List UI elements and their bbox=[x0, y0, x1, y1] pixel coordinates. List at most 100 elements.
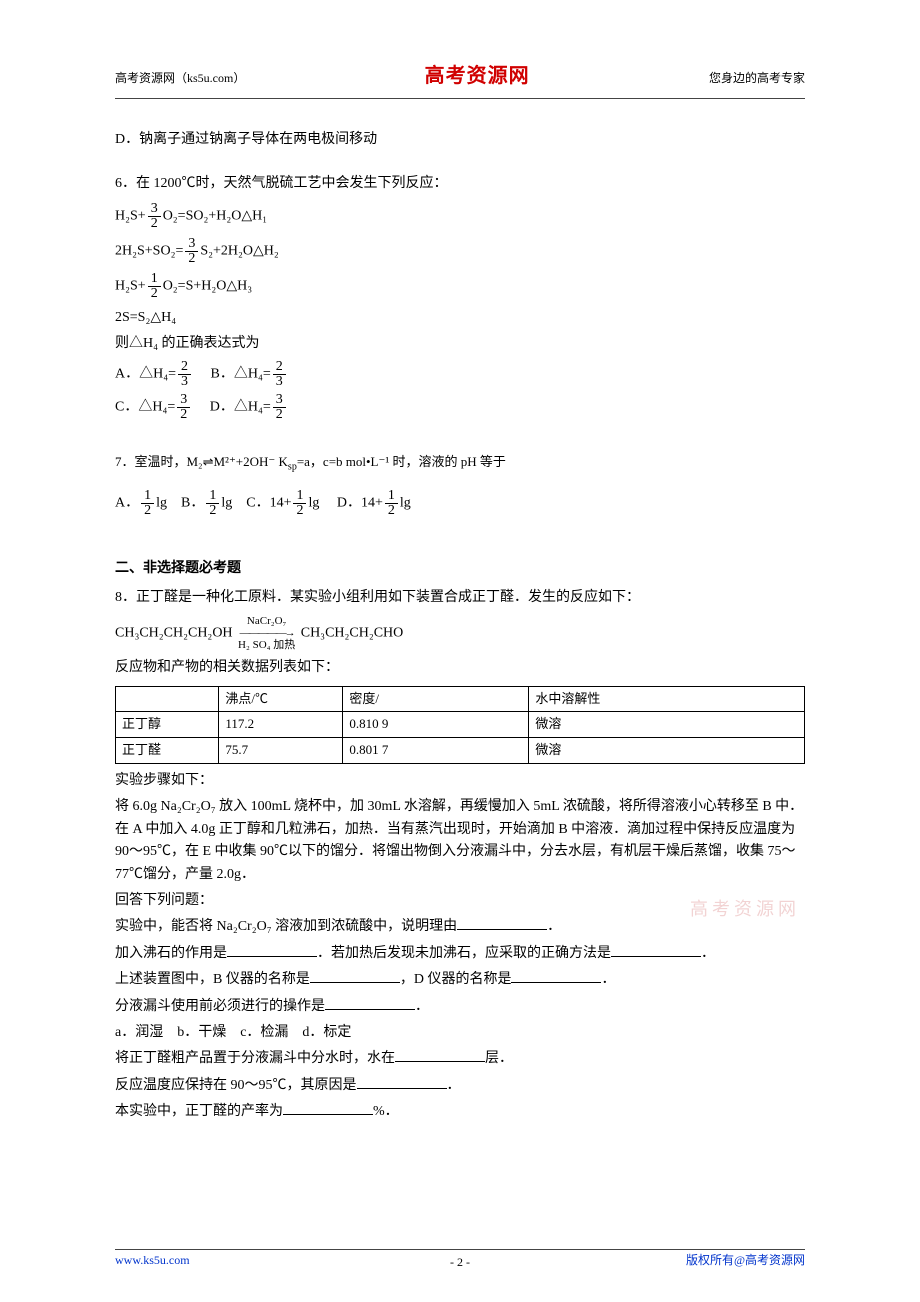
q7-optD-r: lg bbox=[400, 496, 411, 511]
frac-den: 2 bbox=[273, 408, 286, 422]
text: 加入沸石的作用是 bbox=[115, 946, 227, 961]
q7-stem: 7．室温时，M₂⇌M²⁺+2OH⁻ Ksp=a，c=b mol•L⁻¹ 时，溶液… bbox=[115, 452, 805, 476]
table-header-row: 沸点/℃ 密度/ 水中溶解性 bbox=[116, 686, 805, 712]
q8-line3: 上述装置图中，B 仪器的名称是 ，D 仪器的名称是 ． bbox=[115, 969, 805, 991]
td: 0.810 9 bbox=[343, 712, 529, 738]
blank-input[interactable] bbox=[611, 943, 701, 957]
q7-optC-r: lg bbox=[308, 496, 319, 511]
text: ． bbox=[601, 972, 615, 987]
fraction: 32 bbox=[177, 393, 190, 422]
blank-input[interactable] bbox=[325, 996, 415, 1010]
q6-optD-label: D．△H₄= bbox=[210, 399, 271, 414]
q6-eq3-left: H₂S+ bbox=[115, 279, 146, 294]
q8-steps-paragraph: 将 6.0g Na₂Cr₂O₇ 放入 100mL 烧杯中，加 30mL 水溶解，… bbox=[115, 796, 805, 886]
q6-optC-label: C．△H₄= bbox=[115, 399, 175, 414]
frac-den: 2 bbox=[148, 287, 161, 301]
frac-den: 2 bbox=[206, 504, 219, 518]
blank-input[interactable] bbox=[357, 1075, 447, 1089]
header-left: 高考资源网（ks5u.com） bbox=[115, 69, 245, 88]
text: 层． bbox=[485, 1051, 513, 1066]
th-density: 密度/ bbox=[343, 686, 529, 712]
frac-den: 2 bbox=[148, 217, 161, 231]
frac-num: 1 bbox=[141, 489, 154, 504]
frac-den: 2 bbox=[293, 504, 306, 518]
q6-ask: 则△H₄ 的正确表达式为 bbox=[115, 333, 805, 355]
blank-input[interactable] bbox=[310, 969, 400, 983]
q7-options: A．12lg B．12lg C．14+12lg D．14+12lg bbox=[115, 489, 805, 518]
page-number: - 2 - bbox=[450, 1253, 470, 1272]
q8-table-caption: 反应物和产物的相关数据列表如下： bbox=[115, 657, 805, 679]
fraction: 23 bbox=[178, 360, 191, 389]
frac-den: 2 bbox=[185, 252, 198, 266]
footer-copyright: 版权所有@高考资源网 bbox=[686, 1251, 805, 1270]
q8-answer-title: 回答下列问题： bbox=[115, 890, 805, 912]
rxn-left: CH₃CH₂CH₂CH₂OH bbox=[115, 625, 233, 640]
text: 反应温度应保持在 90～95℃，其原因是 bbox=[115, 1078, 357, 1093]
td: 75.7 bbox=[219, 738, 343, 764]
text: 本实验中，正丁醛的产率为 bbox=[115, 1104, 283, 1119]
frac-den: 3 bbox=[273, 375, 286, 389]
frac-num: 1 bbox=[293, 489, 306, 504]
q6-eq2-right: S₂+2H₂O△H₂ bbox=[200, 244, 278, 259]
fraction: 12 bbox=[385, 489, 398, 518]
q8-line5-options: a．润湿 b．干燥 c．检漏 d．标定 bbox=[115, 1022, 805, 1044]
frac-den: 2 bbox=[177, 408, 190, 422]
q8-line7: 反应温度应保持在 90～95℃，其原因是． bbox=[115, 1075, 805, 1097]
blank-input[interactable] bbox=[227, 943, 317, 957]
frac-den: 3 bbox=[178, 375, 191, 389]
blank-input[interactable] bbox=[283, 1101, 373, 1115]
text: 将正丁醛粗产品置于分液漏斗中分水时，水在 bbox=[115, 1051, 395, 1066]
q6-eq2: 2H₂S+SO₂=32S₂+2H₂O△H₂ bbox=[115, 237, 805, 266]
th-blank bbox=[116, 686, 219, 712]
fraction: 32 bbox=[148, 202, 161, 231]
q7-optB-label: B． bbox=[181, 496, 204, 511]
frac-num: 3 bbox=[273, 393, 286, 408]
q7-optD-label: D．14+ bbox=[337, 496, 383, 511]
fraction: 12 bbox=[141, 489, 154, 518]
text: ． bbox=[415, 999, 429, 1014]
frac-num: 1 bbox=[148, 272, 161, 287]
text: ，D 仪器的名称是 bbox=[400, 972, 512, 987]
td: 微溶 bbox=[529, 738, 805, 764]
td: 117.2 bbox=[219, 712, 343, 738]
fraction: 12 bbox=[206, 489, 219, 518]
q7-ksp-sub: sp bbox=[288, 461, 297, 472]
q7-stem-a: 7．室温时，M₂⇌M²⁺+2OH⁻ K bbox=[115, 454, 288, 469]
fraction: 32 bbox=[273, 393, 286, 422]
frac-num: 2 bbox=[178, 360, 191, 375]
rxn-right: CH₃CH₂CH₂CHO bbox=[301, 625, 404, 640]
q8-steps-title: 实验步骤如下： bbox=[115, 770, 805, 792]
header-right: 您身边的高考专家 bbox=[709, 69, 805, 88]
header-center-logo: 高考资源网 bbox=[425, 60, 530, 92]
rxn-bot: H₂ SO₄ 加热 bbox=[238, 639, 295, 651]
q8-data-table: 沸点/℃ 密度/ 水中溶解性 正丁醇 117.2 0.810 9 微溶 正丁醛 … bbox=[115, 686, 805, 764]
text: 分液漏斗使用前必须进行的操作是 bbox=[115, 999, 325, 1014]
q8-stem: 8．正丁醛是一种化工原料．某实验小组利用如下装置合成正丁醛．发生的反应如下： bbox=[115, 587, 805, 609]
frac-num: 1 bbox=[385, 489, 398, 504]
text: ． bbox=[701, 946, 715, 961]
table-row: 正丁醇 117.2 0.810 9 微溶 bbox=[116, 712, 805, 738]
text: 上述装置图中，B 仪器的名称是 bbox=[115, 972, 310, 987]
q6-eq3-right: O₂=S+H₂O△H₃ bbox=[163, 279, 252, 294]
fraction: 12 bbox=[293, 489, 306, 518]
fraction: 12 bbox=[148, 272, 161, 301]
th-solubility: 水中溶解性 bbox=[529, 686, 805, 712]
arrow-icon: —————→ bbox=[238, 627, 295, 639]
q7-stem-b: =a，c=b mol•L⁻¹ 时，溶液的 pH 等于 bbox=[297, 454, 506, 469]
q6-eq3: H₂S+12O₂=S+H₂O△H₃ bbox=[115, 272, 805, 301]
section2-title: 二、非选择题必考题 bbox=[115, 558, 805, 580]
q7-optA-label: A． bbox=[115, 496, 139, 511]
rxn-top: NaCr₂O₇ bbox=[238, 615, 295, 627]
fraction: 23 bbox=[273, 360, 286, 389]
blank-input[interactable] bbox=[457, 916, 547, 930]
frac-num: 1 bbox=[206, 489, 219, 504]
q8-reaction: CH₃CH₂CH₂CH₂OH NaCr₂O₇ —————→ H₂ SO₄ 加热 … bbox=[115, 615, 805, 651]
q6-options-row2: C．△H₄=32 D．△H₄=32 bbox=[115, 393, 805, 422]
q6-options-row1: A．△H₄=23 B．△H₄=23 bbox=[115, 360, 805, 389]
blank-input[interactable] bbox=[395, 1048, 485, 1062]
q8-line1: 实验中，能否将 Na₂Cr₂O₇ 溶液加到浓硫酸中，说明理由． bbox=[115, 916, 805, 938]
blank-input[interactable] bbox=[511, 969, 601, 983]
text: ．若加热后发现未加沸石，应采取的正确方法是 bbox=[317, 946, 611, 961]
q6-stem: 6．在 1200℃时，天然气脱硫工艺中会发生下列反应： bbox=[115, 173, 805, 195]
td: 正丁醇 bbox=[116, 712, 219, 738]
